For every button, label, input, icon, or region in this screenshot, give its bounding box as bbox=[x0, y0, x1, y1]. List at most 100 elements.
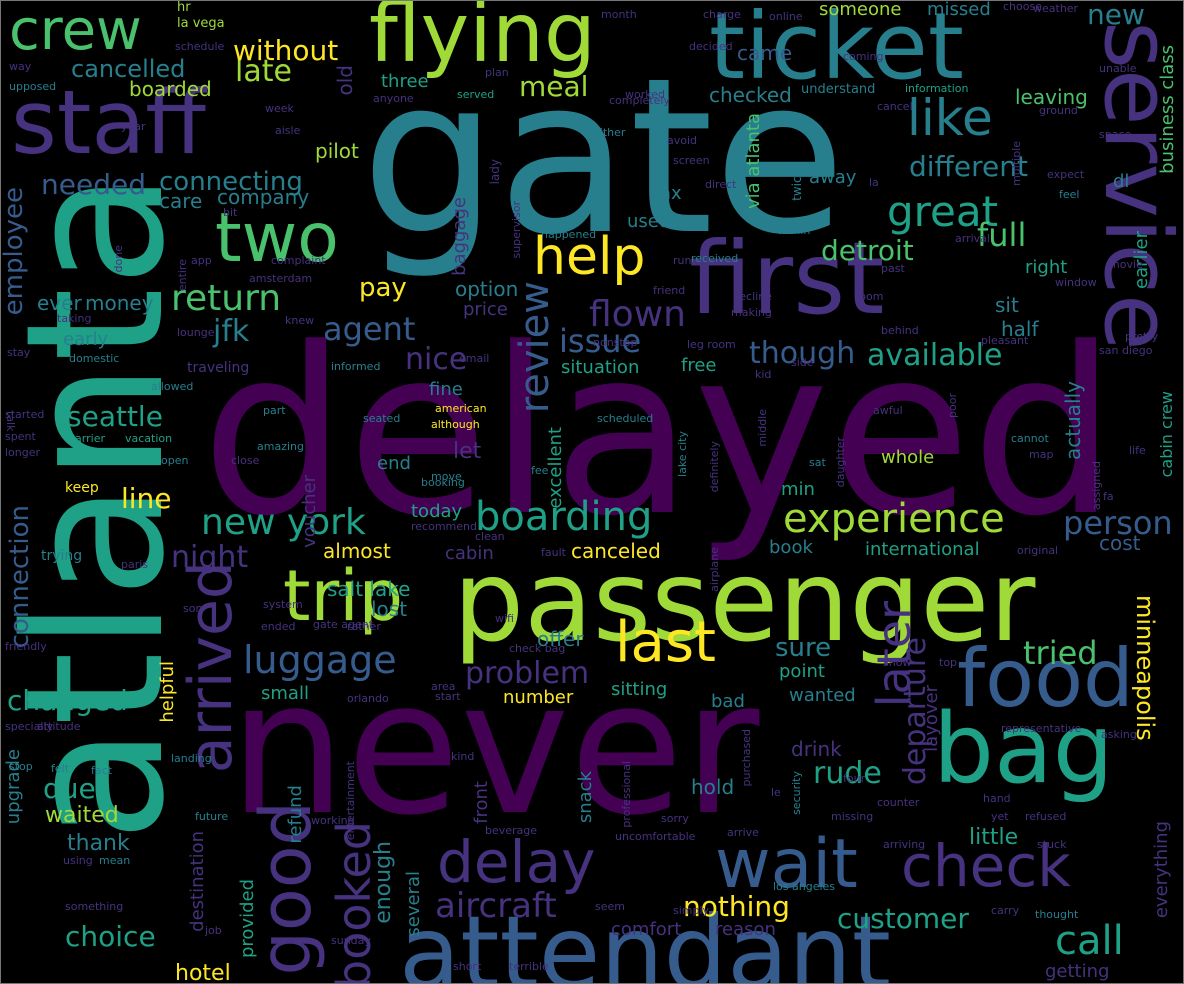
word-changed: changed bbox=[7, 684, 128, 717]
word-professional: professional bbox=[620, 761, 633, 828]
word-attitude: attitude bbox=[37, 720, 81, 733]
word-gate: gate bbox=[361, 31, 846, 282]
word-cost: cost bbox=[1099, 531, 1141, 555]
word-terrible: terrible bbox=[509, 960, 549, 973]
word-ticket: ticket bbox=[709, 0, 964, 100]
word-luggage: luggage bbox=[243, 638, 397, 682]
word-fee: fee bbox=[531, 464, 549, 477]
word-dl: dl bbox=[1113, 171, 1130, 192]
word-reason: reason bbox=[715, 919, 776, 940]
word-fa: fa bbox=[1103, 490, 1114, 503]
word-friend: friend bbox=[653, 284, 686, 297]
word-la-vega: la vega bbox=[177, 16, 225, 31]
word-three: three bbox=[381, 71, 429, 92]
word-decided: decided bbox=[689, 40, 733, 53]
word-tried: tried bbox=[1023, 634, 1098, 672]
word-entire: entire bbox=[176, 259, 189, 292]
word-fine: fine bbox=[429, 379, 463, 400]
word-fact: fact bbox=[91, 764, 112, 777]
word-month: month bbox=[601, 8, 637, 21]
word-booking: booking bbox=[421, 476, 465, 489]
word-front: front bbox=[471, 781, 492, 824]
word-getting: getting bbox=[1045, 961, 1110, 982]
word-uncomfortable: uncomfortable bbox=[615, 830, 696, 843]
word-run: run bbox=[673, 254, 692, 267]
word-assigned: assigned bbox=[1090, 461, 1103, 510]
word-excellent: excellent bbox=[545, 427, 566, 509]
word-pleasant: pleasant bbox=[981, 334, 1029, 347]
word-arrive: arrive bbox=[727, 826, 759, 839]
word-paris: paris bbox=[121, 558, 149, 571]
word-seattle: seattle bbox=[67, 400, 163, 433]
word-nice: nice bbox=[405, 342, 468, 377]
word-book: book bbox=[769, 537, 813, 558]
word-checked: checked bbox=[709, 83, 792, 107]
word-away: away bbox=[809, 167, 857, 188]
word-stuck: stuck bbox=[1037, 838, 1067, 851]
word-yet: yet bbox=[991, 810, 1009, 823]
word-arriving: arriving bbox=[883, 838, 926, 851]
word-food: food bbox=[957, 632, 1134, 725]
word-attendant: attendant bbox=[399, 894, 891, 984]
word-completely: completely bbox=[609, 94, 670, 107]
word-company: company bbox=[217, 185, 310, 209]
word-supervisor: supervisor bbox=[510, 201, 523, 259]
word-airplane: airplane bbox=[708, 547, 721, 592]
word-seem: seem bbox=[595, 900, 625, 913]
word-done: done bbox=[112, 245, 125, 273]
word-staff: staff bbox=[11, 71, 206, 174]
word-stay: stay bbox=[7, 346, 31, 359]
word-voucher: voucher bbox=[299, 475, 320, 548]
word-available: available bbox=[867, 338, 1003, 373]
word-first: first bbox=[689, 220, 885, 337]
word-meal: meal bbox=[519, 70, 589, 103]
word-almost: almost bbox=[323, 539, 391, 563]
word-point: point bbox=[779, 661, 825, 682]
word-top: top bbox=[939, 656, 958, 669]
word-show: show bbox=[883, 656, 912, 669]
word-refund: refund bbox=[285, 785, 306, 844]
word-aircraft: aircraft bbox=[435, 886, 557, 926]
word-worked: worked bbox=[625, 88, 665, 101]
word-talk: talk bbox=[4, 411, 17, 432]
word-working: working bbox=[311, 814, 355, 827]
word-hand: hand bbox=[983, 792, 1011, 805]
word-screen: screen bbox=[673, 154, 710, 167]
word-layover: layover bbox=[921, 685, 942, 752]
word-last: last bbox=[615, 610, 717, 675]
word-life: life bbox=[1129, 444, 1146, 457]
word-scheduled: scheduled bbox=[597, 412, 654, 425]
word-schedule: schedule bbox=[175, 40, 225, 53]
word-salt-lake: salt lake bbox=[327, 577, 411, 601]
word-late: late bbox=[235, 54, 292, 89]
word-upposed: upposed bbox=[9, 80, 57, 93]
word-though: though bbox=[749, 336, 856, 371]
word-wifi: wifi bbox=[495, 612, 514, 625]
word-past: past bbox=[881, 262, 905, 275]
word-waited: waited bbox=[45, 803, 119, 828]
word-avoid: avoid bbox=[667, 134, 698, 147]
word-situation: situation bbox=[561, 357, 640, 378]
word-kid: kid bbox=[755, 368, 772, 381]
word-lady: lady bbox=[488, 159, 502, 185]
word-although: although bbox=[431, 418, 480, 431]
word-line: line bbox=[121, 482, 172, 515]
word-carry: carry bbox=[991, 904, 1020, 917]
word-felt: felt bbox=[51, 762, 70, 775]
word-asking: asking bbox=[1101, 728, 1137, 741]
word-job: job bbox=[205, 924, 222, 937]
word-clean: clean bbox=[475, 530, 505, 543]
word-window: window bbox=[1055, 276, 1097, 289]
word-landing: landing bbox=[171, 752, 212, 765]
word-flown: flown bbox=[589, 294, 686, 335]
word-cabin: cabin bbox=[445, 543, 494, 564]
word-international: international bbox=[865, 539, 980, 560]
word-boarded: boarded bbox=[129, 77, 212, 101]
word-counter: counter bbox=[877, 796, 920, 809]
word-week: week bbox=[265, 102, 294, 115]
word-la: la bbox=[869, 176, 879, 189]
word-allowed: allowed bbox=[151, 380, 194, 393]
word-destination: destination bbox=[187, 831, 208, 932]
word-trip: trip bbox=[283, 555, 404, 637]
word-entertainment: entertainment bbox=[344, 761, 357, 841]
